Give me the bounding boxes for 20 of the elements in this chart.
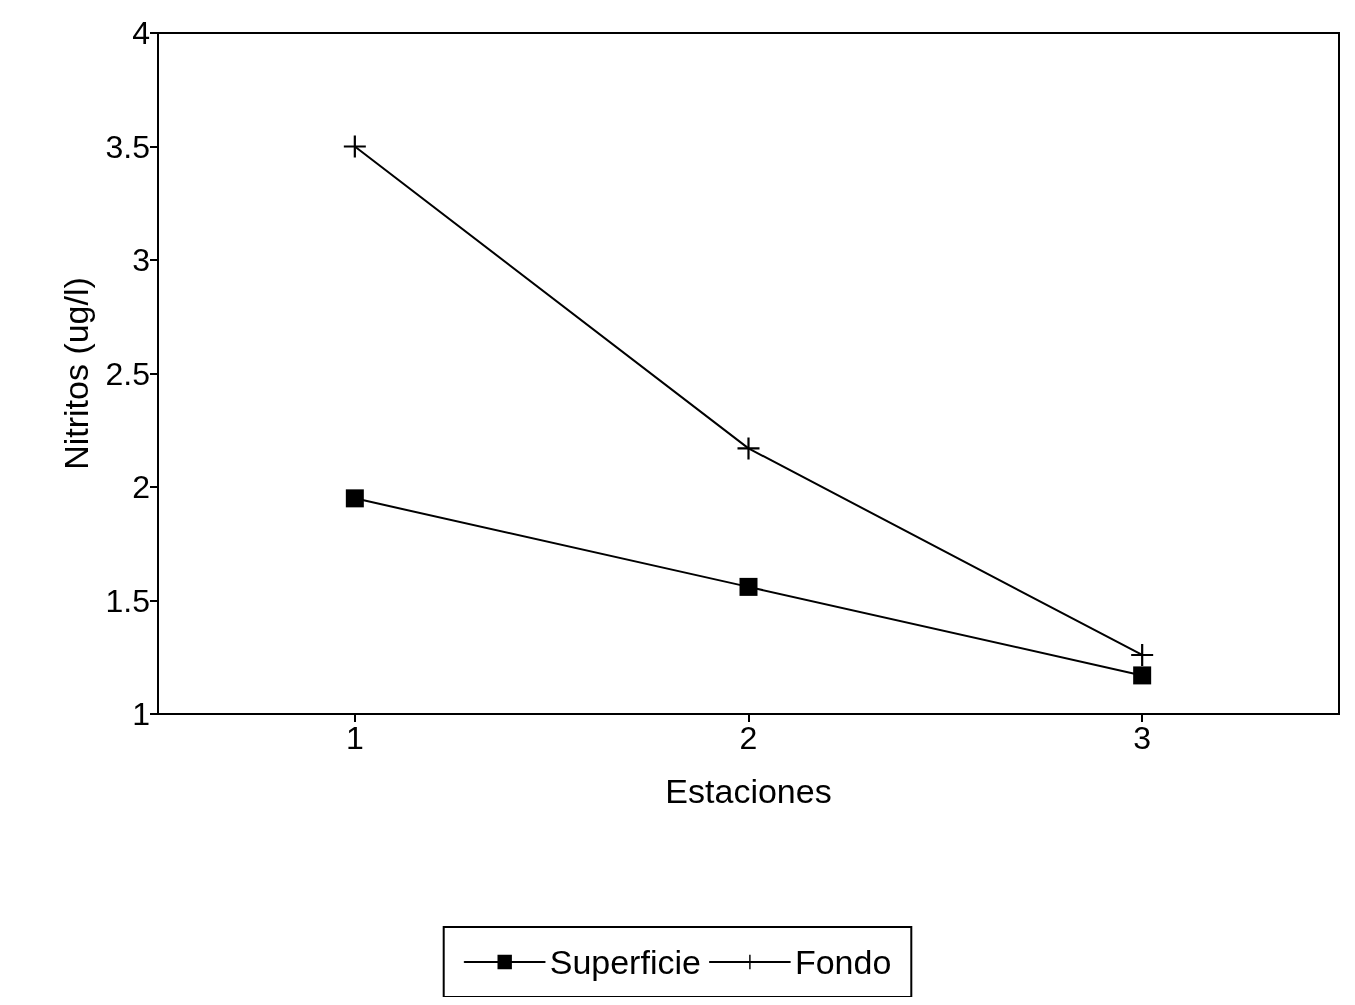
point — [1133, 666, 1152, 685]
point — [345, 489, 364, 508]
y-tick-label: 2 — [132, 469, 150, 505]
y-tick-label: 2.5 — [105, 355, 150, 392]
legend-label: Superficie — [549, 943, 701, 981]
legend-label: Fondo — [794, 943, 892, 981]
y-tick-label: 3.5 — [105, 128, 150, 165]
x-axis-title: Estaciones — [665, 772, 832, 810]
point — [737, 437, 760, 460]
x-tick-label: 2 — [739, 720, 758, 756]
point — [343, 135, 366, 158]
y-tick-label: 3 — [132, 242, 150, 278]
y-tick-label: 1 — [132, 696, 150, 732]
y-tick-label: 4 — [132, 15, 150, 51]
x-tick-label: 1 — [345, 720, 364, 756]
y-axis-title: Nitritos (ug/l) — [57, 277, 95, 470]
point — [739, 577, 758, 596]
point — [1131, 643, 1154, 666]
x-tick-label: 3 — [1133, 720, 1152, 756]
y-tick-label: 1.5 — [105, 582, 150, 619]
